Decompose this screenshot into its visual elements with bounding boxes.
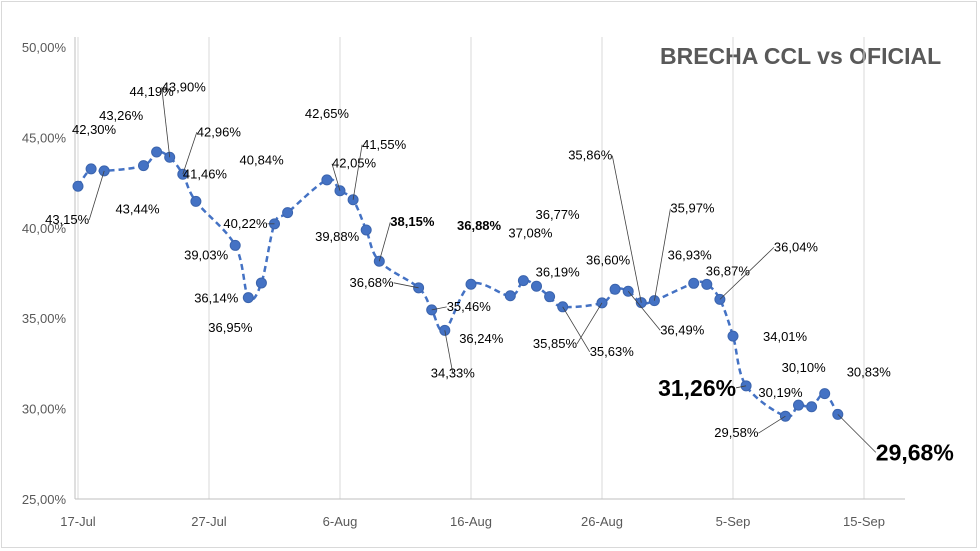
data-label: 41,55% <box>362 137 407 152</box>
data-label: 43,26% <box>99 108 144 123</box>
y-tick-label: 40,00% <box>22 221 67 236</box>
data-point <box>255 277 267 289</box>
y-tick-label: 45,00% <box>22 130 67 145</box>
data-label-leader <box>562 306 591 353</box>
data-point <box>465 278 477 290</box>
data-label: 40,22% <box>223 216 268 231</box>
data-label-leader <box>352 144 363 200</box>
data-point <box>229 239 241 251</box>
data-label: 36,60% <box>586 252 631 267</box>
data-label-leader <box>837 414 877 453</box>
data-label: 36,87% <box>706 263 751 278</box>
data-point <box>819 388 831 400</box>
data-point <box>321 174 333 186</box>
data-label: 30,19% <box>758 385 803 400</box>
data-label: 35,46% <box>447 299 492 314</box>
data-label-leader <box>611 155 642 303</box>
data-point <box>151 146 163 158</box>
data-point <box>282 207 294 219</box>
data-label: 36,24% <box>459 331 504 346</box>
data-label: 42,05% <box>332 156 377 171</box>
y-tick-label: 25,00% <box>22 492 67 507</box>
data-label: 42,96% <box>197 124 242 139</box>
data-label-leader <box>378 222 391 262</box>
data-label: 39,03% <box>184 247 229 262</box>
data-point <box>793 399 804 411</box>
data-label-leader <box>719 247 775 300</box>
data-label: 36,14% <box>194 291 239 306</box>
data-label-leader <box>627 291 661 331</box>
data-point <box>727 330 739 342</box>
data-label-leader <box>182 132 198 175</box>
data-label: 38,15% <box>390 214 435 229</box>
data-point <box>72 180 84 192</box>
x-tick-label: 6-Aug <box>323 514 358 529</box>
data-point <box>138 160 149 172</box>
data-point <box>688 277 700 289</box>
x-tick-label: 26-Aug <box>581 514 623 529</box>
data-point <box>190 195 202 207</box>
x-tick-label: 27-Jul <box>191 514 227 529</box>
data-point <box>517 275 529 287</box>
data-point <box>609 283 621 295</box>
y-tick-label: 35,00% <box>22 311 67 326</box>
data-label: 29,68% <box>876 439 954 465</box>
data-label: 36,95% <box>208 320 253 335</box>
data-label-leader <box>331 163 341 191</box>
data-point <box>701 278 713 290</box>
data-point <box>806 401 818 413</box>
data-label: 40,84% <box>240 153 285 168</box>
data-point <box>360 224 372 236</box>
data-point <box>504 290 516 302</box>
data-point <box>531 280 542 292</box>
data-label: 36,19% <box>536 265 581 280</box>
y-tick-label: 30,00% <box>22 402 67 417</box>
data-label-leader <box>736 385 747 389</box>
data-label: 43,44% <box>115 202 160 217</box>
data-label-leader <box>161 87 171 158</box>
data-label: 42,65% <box>305 106 350 121</box>
data-label: 30,83% <box>847 365 892 380</box>
data-label-leader <box>576 302 603 345</box>
data-label: 34,33% <box>431 365 476 380</box>
data-label: 35,97% <box>670 201 715 216</box>
x-tick-label: 15-Sep <box>843 514 885 529</box>
data-label: 41,46% <box>183 166 228 181</box>
data-label: 42,30% <box>72 122 117 137</box>
data-label-leader <box>444 330 454 374</box>
chart-title: BRECHA CCL vs OFICIAL <box>660 43 942 69</box>
x-tick-label: 5-Sep <box>716 514 751 529</box>
data-label: 43,90% <box>162 79 207 94</box>
data-label-leader <box>88 170 105 220</box>
data-label: 43,15% <box>45 212 90 227</box>
data-label: 29,58% <box>714 425 759 440</box>
data-label: 36,68% <box>350 275 395 290</box>
data-label: 36,04% <box>774 239 819 254</box>
x-tick-label: 16-Aug <box>450 514 492 529</box>
data-label-leader <box>431 306 447 311</box>
data-point <box>85 163 97 175</box>
x-tick-label: 17-Jul <box>60 514 96 529</box>
data-label-leader <box>758 415 786 434</box>
data-label: 36,49% <box>660 322 705 337</box>
data-label: 39,88% <box>315 229 360 244</box>
data-label: 36,93% <box>668 247 713 262</box>
data-label: 36,77% <box>536 207 581 222</box>
data-point <box>242 292 254 304</box>
data-label-leader <box>654 208 671 301</box>
data-point <box>544 291 556 303</box>
data-label: 30,10% <box>782 360 827 375</box>
data-label: 35,63% <box>590 344 635 359</box>
y-tick-label: 50,00% <box>22 40 67 55</box>
data-label-leader <box>393 282 419 289</box>
data-label: 31,26% <box>658 375 736 401</box>
data-label: 35,85% <box>533 336 578 351</box>
data-label: 34,01% <box>763 329 808 344</box>
data-label: 37,08% <box>508 226 553 241</box>
data-label: 36,88% <box>457 218 502 233</box>
data-label: 35,86% <box>568 148 613 163</box>
